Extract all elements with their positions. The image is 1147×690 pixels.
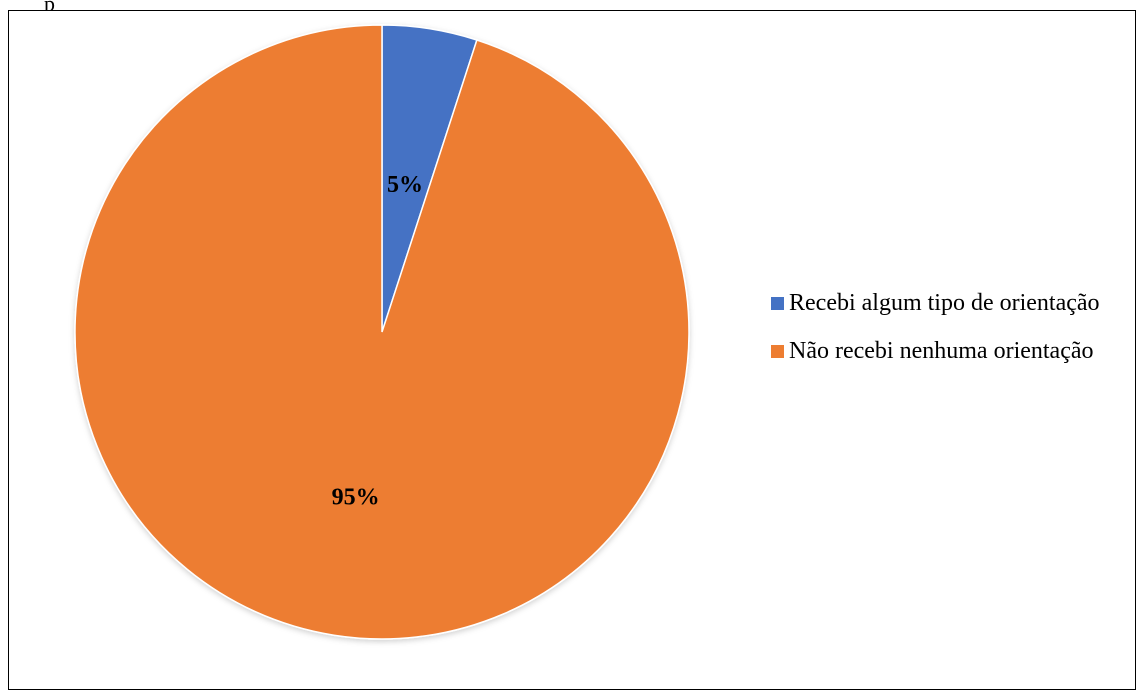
legend-label-received-guidance: Recebi algum tipo de orientação: [789, 289, 1100, 316]
legend-swatch-no-guidance: [771, 344, 784, 358]
data-label-received-guidance: 5%: [387, 172, 423, 198]
legend: Recebi algum tipo de orientação Não rece…: [771, 288, 1100, 384]
partial-text-fragment: p: [44, 0, 55, 16]
legend-swatch-received-guidance: [771, 296, 784, 310]
data-label-no-guidance: 95%: [332, 484, 380, 510]
pie-chart: 5% 95%: [74, 24, 690, 640]
legend-label-no-guidance: Não recebi nenhuma orientação: [789, 337, 1094, 364]
legend-item-received-guidance: Recebi algum tipo de orientação: [771, 288, 1100, 318]
pie-slices: [74, 24, 690, 640]
pie-data-labels: 5% 95%: [332, 172, 423, 510]
legend-item-no-guidance: Não recebi nenhuma orientação: [771, 336, 1100, 366]
pie-slice-no-guidance: [74, 24, 690, 640]
chart-area: 5% 95% Recebi algum tipo de orientação Nã…: [8, 10, 1136, 690]
